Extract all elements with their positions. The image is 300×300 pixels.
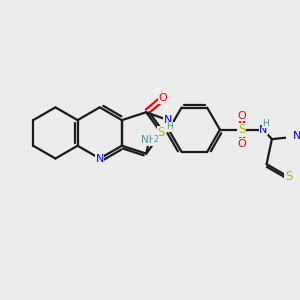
Text: S: S (158, 126, 165, 140)
Text: S: S (285, 170, 292, 184)
Text: O: O (237, 111, 246, 121)
Text: O: O (158, 93, 167, 103)
Text: N: N (293, 131, 300, 142)
Text: H: H (167, 122, 173, 131)
Text: N: N (164, 115, 172, 125)
Text: 2: 2 (153, 135, 158, 144)
Text: N: N (96, 154, 104, 164)
Text: H: H (262, 118, 269, 127)
Text: N: N (259, 125, 268, 135)
Text: S: S (238, 123, 245, 136)
Text: O: O (237, 139, 246, 149)
Text: NH: NH (141, 135, 157, 146)
